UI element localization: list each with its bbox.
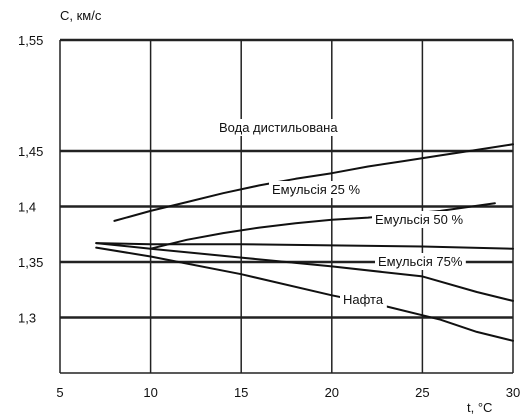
x-tick-label: 15 (234, 385, 248, 400)
series-label-2: Емульсія 25 % (272, 182, 360, 197)
series-label-group-5: Нафта (340, 291, 387, 308)
y-tick-label: 1,4 (18, 200, 36, 215)
y-tick-label: 1,55 (18, 33, 43, 48)
series-label-background (372, 211, 467, 228)
y-tick-label: 1,45 (18, 144, 43, 159)
series-label-5: Нафта (343, 292, 384, 307)
x-tick-label: 30 (506, 385, 520, 400)
series-labels: Вода дистильована Емульсія 25 % Емульсія 5… (216, 119, 467, 308)
series-label-3: Емульсія 50 % (375, 212, 463, 227)
series-lines (95, 143, 514, 342)
series-label-group-4: Емульсія 75% (375, 253, 466, 270)
x-tick-label: 20 (325, 385, 339, 400)
series-label-background (340, 291, 387, 308)
x-tick-label: 10 (143, 385, 157, 400)
series-line-1 (113, 143, 514, 222)
series-label-background (375, 253, 466, 270)
y-tick-label: 1,3 (18, 311, 36, 326)
grid (59, 38, 514, 374)
series-line-3 (95, 242, 514, 250)
y-axis-label: С, км/с (60, 8, 102, 23)
x-tick-label: 25 (415, 385, 429, 400)
y-tick-label: 1,35 (18, 255, 43, 270)
tick-labels: 5 10 15 20 25 30 1,3 1,35 1,4 1,45 1,55 (18, 33, 520, 400)
series-label-group-2: Емульсія 25 % (269, 181, 364, 198)
series-label-group-1: Вода дистильована (216, 119, 342, 136)
series-label-1: Вода дистильована (219, 120, 338, 135)
series-label-background (216, 119, 342, 136)
x-axis-label: t, °C (467, 400, 492, 415)
x-tick-label: 5 (56, 385, 63, 400)
series-label-group-3: Емульсія 50 % (372, 211, 467, 228)
series-label-background (269, 181, 364, 198)
series-label-4: Емульсія 75% (378, 254, 463, 269)
series-line-4 (95, 242, 514, 302)
